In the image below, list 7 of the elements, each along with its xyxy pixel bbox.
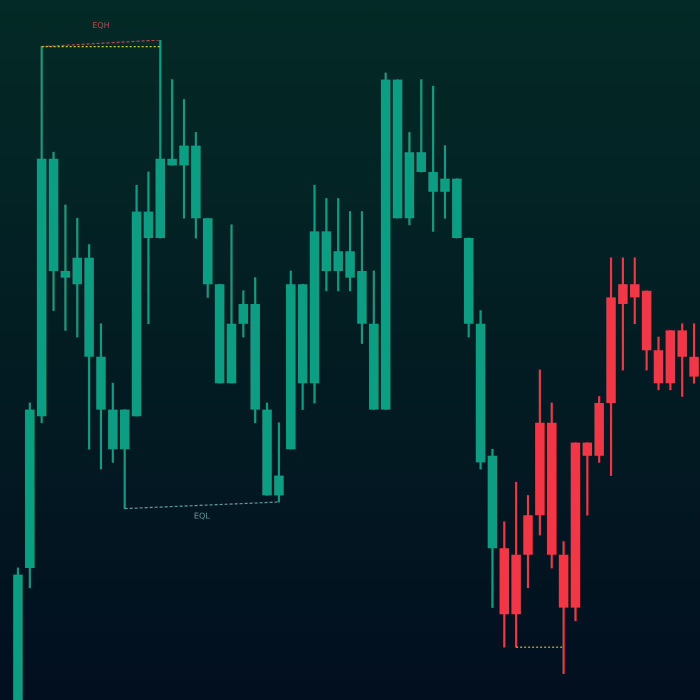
annotation: EQL <box>194 512 210 521</box>
candlestick <box>582 442 592 516</box>
candlestick <box>72 218 82 338</box>
candlestick <box>416 79 426 172</box>
candlestick <box>630 257 640 324</box>
candlestick <box>333 198 343 292</box>
text: EQH <box>92 21 110 30</box>
